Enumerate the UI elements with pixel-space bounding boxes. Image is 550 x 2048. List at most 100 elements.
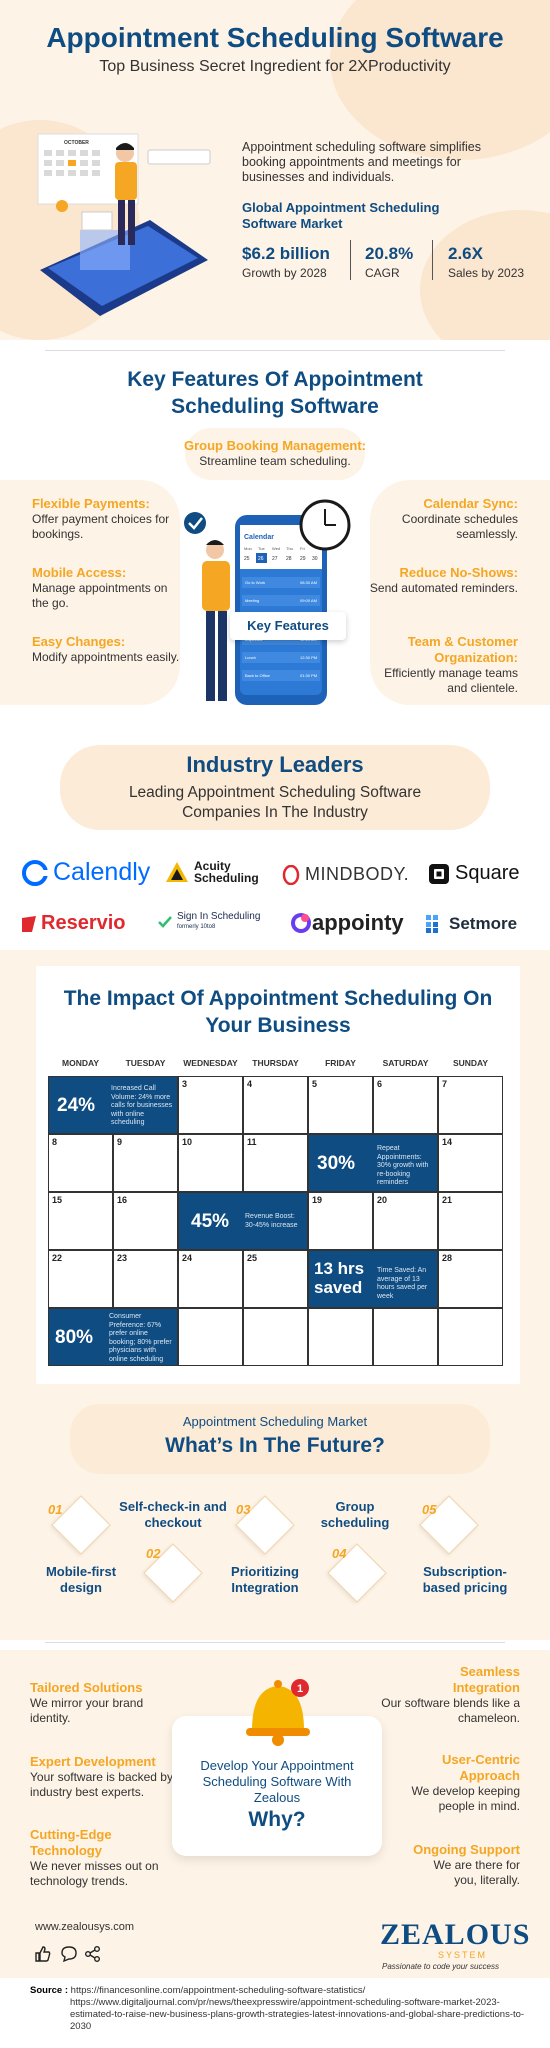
phone-row-label: Back to Office (245, 673, 271, 678)
step-number: 05 (422, 1502, 437, 1517)
impact-value: 24% (57, 1095, 96, 1116)
phone-date: 30 (312, 556, 318, 562)
calendar-cell: 9 (113, 1134, 178, 1192)
stat-value: 2.6X (448, 244, 483, 263)
impact-value: 13 hrs saved (314, 1259, 365, 1297)
step-number: 03 (236, 1502, 251, 1517)
feature-group-booking: Group Booking Management: Streamline tea… (150, 438, 400, 469)
calendar-cell: 20 (373, 1192, 438, 1250)
calendar-cell: 7 (438, 1076, 503, 1134)
feature-desc: Streamline team scheduling. (199, 454, 351, 468)
why-desc: Our software blends like a chameleon. (381, 1696, 520, 1725)
impact-text: Repeat Appointments: 30% growth with re-… (377, 1145, 429, 1186)
feature-heading: Flexible Payments: (32, 496, 150, 511)
weekday-header: SATURDAY (382, 1058, 429, 1068)
date-number: 22 (52, 1253, 63, 1263)
stat-cagr: 20.8% CAGR (365, 244, 413, 280)
date-number: 15 (52, 1195, 63, 1205)
like-icon[interactable] (34, 1945, 52, 1963)
feature-heading: Mobile Access: (32, 565, 127, 580)
logo-signin-scheduling: Sign In Scheduling formerly 10to8 (158, 912, 260, 932)
footer (0, 1910, 550, 1978)
impact-text: Time Saved: An average of 13 hours saved… (377, 1267, 428, 1300)
reservio-r-icon (22, 915, 36, 932)
phone-row-label: Go to Work (245, 580, 265, 585)
industry-subtitle-line: Companies In The Industry (182, 804, 368, 821)
phone-row-time: 09:00 AM (300, 598, 317, 603)
why-ongoing-support: Ongoing Support We are there for you, li… (370, 1842, 520, 1888)
future-pretitle: Appointment Scheduling Market (182, 1414, 368, 1429)
acuity-triangle-icon (166, 862, 188, 882)
feature-mobile-access: Mobile Access: Manage appointments on th… (32, 565, 187, 611)
date-number: 25 (247, 1253, 258, 1263)
weekday-header: MONDAY (62, 1058, 99, 1068)
features-title: Key Features Of Appointment Scheduling S… (0, 366, 550, 420)
calendar-cell: 14 (438, 1134, 503, 1192)
feature-reduce-no-shows: Reduce No-Shows: Send automated reminder… (363, 565, 518, 596)
feature-team-organization: Team & Customer Organization: Efficientl… (363, 634, 518, 696)
notification-badge: 1 (297, 1683, 303, 1695)
comment-icon[interactable] (60, 1945, 78, 1963)
share-icon[interactable] (84, 1945, 102, 1963)
step-label-subscription: Subscription-based pricing (422, 1564, 508, 1595)
why-desc: We develop keeping people in mind. (411, 1784, 520, 1813)
logo-label: Reservio (41, 912, 126, 934)
phone-day: Wed (272, 546, 280, 551)
weekday-header: THURSDAY (252, 1058, 299, 1068)
impact-title: The Impact Of Appointment Scheduling On … (36, 985, 520, 1039)
why-desc: Your software is backed by industry best… (30, 1770, 173, 1799)
why-desc: We are there for you, literally. (433, 1858, 520, 1887)
divider (432, 240, 433, 280)
logo-label: appointy (312, 910, 404, 935)
why-question: Why? (248, 1808, 306, 1831)
phone-date: 29 (300, 556, 306, 562)
date-number: 19 (312, 1195, 323, 1205)
impact-highlight-repeat: 30% Repeat Appointments: 30% growth with… (308, 1134, 438, 1192)
stat-value: $6.2 billion (242, 244, 330, 263)
logo-label: Calendly (53, 858, 151, 886)
section-divider (45, 350, 505, 351)
phone-date: 28 (286, 556, 292, 562)
impact-text: Revenue Boost: 30-45% increase (245, 1213, 298, 1229)
why-seamless-integration: Seamless Integration Our software blends… (370, 1664, 520, 1726)
logo-reservio: Reservio (22, 912, 126, 935)
date-number: 5 (312, 1079, 318, 1089)
calendar-cell: 3 (178, 1076, 243, 1134)
stat-label: Sales by 2023 (448, 266, 525, 280)
date-number: 28 (442, 1253, 453, 1263)
calendar-cell: 11 (243, 1134, 308, 1192)
logo-acuity: Acuity Scheduling (165, 860, 259, 884)
logo-label: Acuity (194, 859, 231, 873)
impact-highlight-call-volume: 24% Increased Call Volume: 24% more call… (48, 1076, 178, 1134)
divider (350, 240, 351, 280)
scheduling-illustration: OCTOBER (37, 133, 211, 316)
date-number: 8 (52, 1137, 58, 1147)
website-link[interactable]: www.zealousys.com (35, 1921, 135, 1933)
calendar-cell: 28 (438, 1250, 503, 1308)
source-link[interactable]: https://financesonline.com/appointment-s… (70, 1985, 366, 1996)
feature-calendar-sync: Calendar Sync: Coordinate schedules seam… (363, 496, 518, 542)
stat-market-size: $6.2 billion Growth by 2028 (242, 244, 330, 280)
step-label-self-checkin: Self-check-in and checkout (119, 1499, 227, 1530)
weekday-header: FRIDAY (325, 1058, 356, 1068)
impact-value: 45% (191, 1211, 230, 1232)
feature-desc: Coordinate schedules seamlessly. (401, 512, 518, 541)
date-number: 20 (377, 1195, 388, 1205)
step-label-group: Group scheduling (320, 1499, 390, 1530)
industry-title: Industry Leaders (186, 752, 364, 777)
impact-text: Increased Call Volume: 24% more calls fo… (111, 1085, 173, 1126)
features-title-line: Key Features Of Appointment (127, 368, 423, 391)
feature-flexible-payments: Flexible Payments: Offer payment choices… (32, 496, 187, 542)
source-link[interactable]: https://www.digitaljournal.com/pr/news/t… (70, 1997, 525, 2032)
impact-highlight-preference: 80% Consumer Preference: 67% prefer onli… (48, 1308, 178, 1366)
step-number: 04 (332, 1546, 347, 1561)
date-number: 6 (377, 1079, 383, 1089)
calendar-cell (373, 1308, 438, 1366)
date-number: 21 (442, 1195, 453, 1205)
feature-desc: Send automated reminders. (369, 581, 518, 595)
calendar-cell: 5 (308, 1076, 373, 1134)
date-number: 24 (182, 1253, 193, 1263)
logo-calendly: Calendly (22, 858, 150, 887)
logo-setmore: Setmore (426, 914, 517, 934)
section-divider (45, 1642, 505, 1643)
